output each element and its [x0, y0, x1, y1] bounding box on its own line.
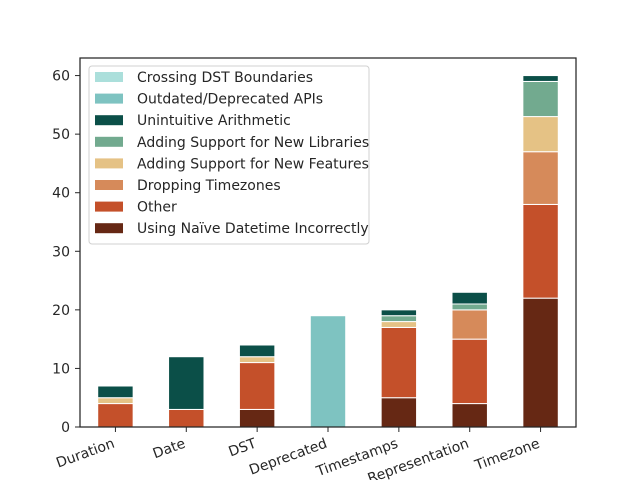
legend-label: Using Naïve Datetime Incorrectly: [137, 221, 369, 237]
bar-segment: [522, 116, 559, 153]
legend-box: [88, 65, 370, 245]
bar-segment: [380, 321, 418, 328]
plot-frame: [79, 57, 577, 428]
bar-segment: [451, 303, 488, 311]
bar-segment: [97, 385, 134, 399]
bar-segment: [522, 203, 559, 299]
legend-swatch: [95, 115, 123, 126]
legend-swatch: [95, 93, 123, 104]
legend-label: Adding Support for New Libraries: [137, 135, 369, 151]
bar-segment: [522, 80, 559, 118]
legend-swatch: [95, 180, 123, 190]
bar-segment: [522, 151, 559, 205]
legend-label: Dropping Timezones: [137, 178, 281, 194]
bar-segment: [451, 309, 488, 340]
bar-segment: [451, 403, 488, 428]
y-tick-label: 10: [52, 361, 70, 377]
legend-label: Other: [137, 200, 177, 216]
bar-segment: [238, 344, 276, 358]
legend-label: Crossing DST Boundaries: [137, 70, 313, 86]
bar-segment: [238, 356, 276, 364]
legend-swatch: [95, 158, 123, 169]
y-tick-label: 60: [52, 69, 70, 85]
y-tick-label: 50: [52, 127, 70, 143]
x-tick-label: Timezone: [472, 436, 542, 475]
bar-segment: [238, 362, 276, 410]
bar-segment: [168, 408, 205, 428]
bar-segment: [380, 309, 418, 317]
bar-segment: [97, 403, 134, 428]
bar-segment: [380, 397, 418, 428]
bar-segment: [522, 297, 559, 428]
x-tick-label: DST: [227, 436, 259, 461]
y-axis: 0 10 20 30 40 50 60: [52, 69, 80, 436]
legend-swatch: [95, 72, 123, 82]
legend-swatch: [95, 223, 123, 234]
bar-segment: [168, 356, 205, 410]
bar-segment: [451, 338, 488, 405]
x-tick-label: Date: [151, 436, 188, 462]
legend-label: Unintuitive Arithmetic: [137, 113, 291, 129]
bar-segment: [380, 326, 418, 399]
bar-segment: [309, 315, 347, 428]
bar-segment: [522, 75, 559, 82]
y-tick-label: 20: [52, 303, 70, 319]
legend-label: Adding Support for New Features: [137, 156, 369, 172]
y-tick-label: 30: [52, 244, 70, 260]
legend-label: Outdated/Deprecated APIs: [137, 92, 323, 108]
bar-segment: [451, 291, 488, 305]
legend-swatch: [95, 201, 123, 212]
bars-group: [97, 75, 559, 428]
bar-segment: [97, 397, 134, 405]
x-tick-label: Duration: [54, 436, 117, 472]
y-tick-label: 0: [61, 420, 70, 436]
legend: Crossing DST Boundaries Outdated/Deprecat…: [88, 65, 370, 245]
bar-segment: [380, 315, 418, 323]
x-axis: Duration Date DSTDeprecatedTimestampsRepre…: [54, 427, 542, 480]
y-tick-label: 40: [52, 186, 70, 202]
legend-swatch: [95, 136, 123, 147]
bar-segment: [238, 408, 276, 428]
